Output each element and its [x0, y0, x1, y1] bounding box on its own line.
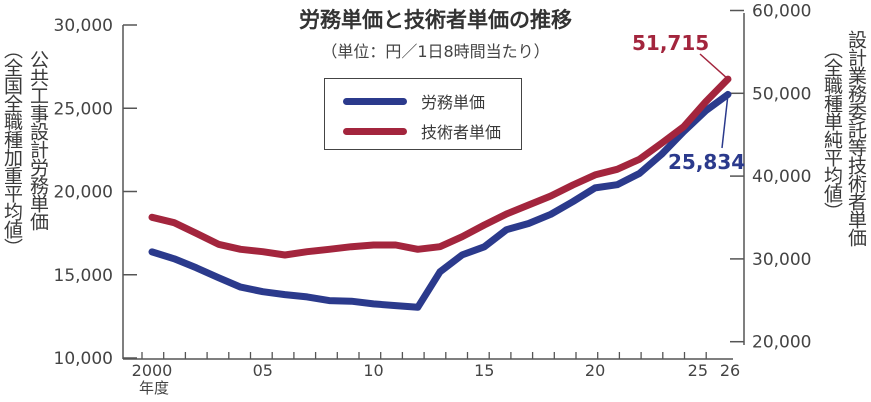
right-axis-title: 設計業務委託等技術者単価 [845, 30, 867, 246]
legend-item-engineer: 技術者単価 [343, 119, 501, 143]
left-tick-label: 10,000 [54, 349, 113, 369]
right-tick-label: 60,000 [752, 2, 811, 22]
legend-label-engineer: 技術者単価 [421, 123, 502, 142]
left-tick-label: 15,000 [54, 266, 113, 286]
chart-title: 労務単価と技術者単価の推移 [299, 8, 572, 32]
x-tick-label: 20 [585, 361, 605, 380]
annotation-engineer-2026: 51,715 [632, 31, 710, 55]
legend-item-labor: 労務単価 [343, 89, 485, 113]
x-tick-label: 25 [688, 361, 708, 380]
left-axis-title: 公共工事設計労務単価 [27, 50, 49, 230]
x-tick-label: 2000 [132, 361, 173, 380]
left-tick-label: 25,000 [54, 99, 113, 119]
legend-swatch-labor [343, 97, 407, 105]
left-tick-label: 30,000 [54, 16, 113, 36]
annotation-leader-engineer [699, 53, 729, 80]
annotation-leader-labor [721, 94, 729, 149]
x-tick-label: 05 [253, 361, 273, 380]
x-axis-label: 年度 [139, 379, 169, 397]
left-axis-subtitle: （全国全職種加重平均値） [1, 40, 23, 256]
legend-swatch-engineer [343, 127, 407, 135]
right-tick-label: 30,000 [752, 250, 811, 270]
x-tick-label: 26 [720, 361, 740, 380]
right-tick-label: 40,000 [752, 167, 811, 187]
legend: 労務単価 技術者単価 [324, 78, 522, 150]
right-tick-label: 20,000 [752, 333, 811, 353]
legend-label-labor: 労務単価 [421, 93, 486, 112]
right-tick-label: 50,000 [752, 84, 811, 104]
right-axis-subtitle: （全職種単純平均値） [821, 40, 843, 220]
x-tick-label: 10 [363, 361, 383, 380]
chart-subtitle: （単位：円／1日8時間当たり） [321, 42, 550, 61]
annotation-labor-2026: 25,834 [668, 150, 746, 174]
left-tick-label: 20,000 [54, 183, 113, 203]
x-tick-label: 15 [474, 361, 494, 380]
